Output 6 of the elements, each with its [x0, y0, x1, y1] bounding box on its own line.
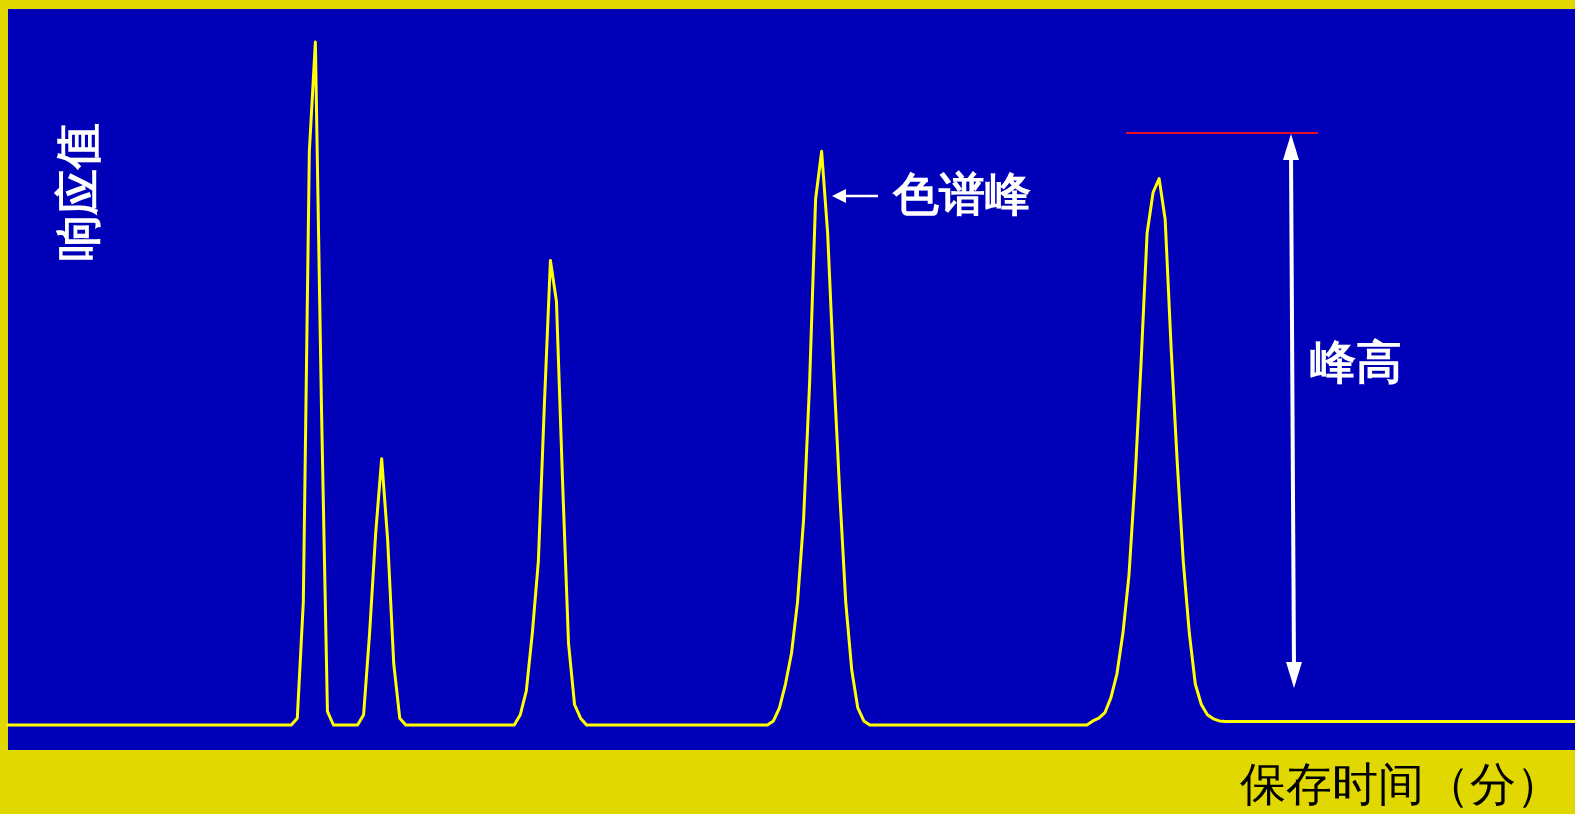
- y-axis-title: 响应值: [51, 123, 105, 261]
- x-axis-title: 保存时间（分）: [1240, 757, 1562, 811]
- annotation: 峰高: [1310, 335, 1402, 389]
- annotation: 峰高: [1125, 132, 1402, 688]
- annotation: 色谱峰: [832, 167, 1031, 221]
- annotation: 色谱峰: [892, 167, 1031, 221]
